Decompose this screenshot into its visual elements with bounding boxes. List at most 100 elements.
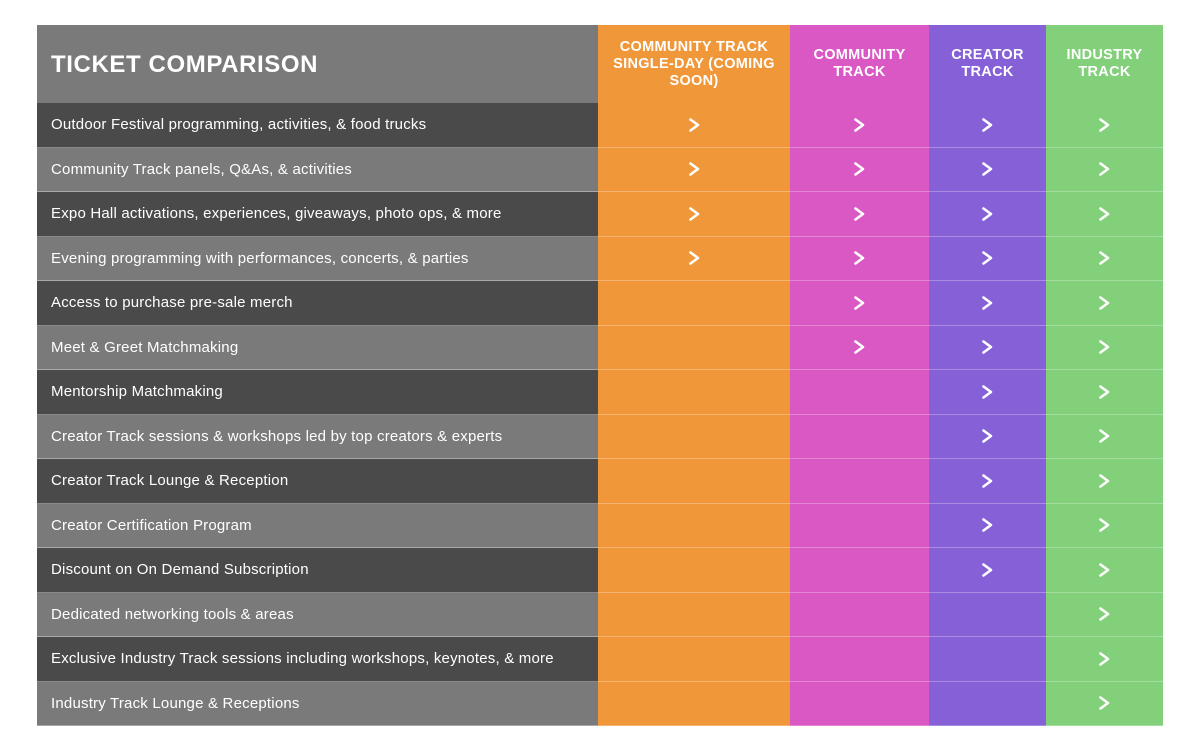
cell-industry-track: [1046, 192, 1163, 237]
chevron-right-icon: [854, 340, 865, 355]
chevron-right-icon: [688, 206, 699, 221]
cell-community-track: [790, 192, 929, 237]
chevron-right-icon: [982, 206, 993, 221]
chevron-right-icon: [1099, 206, 1110, 221]
cell-creator-track: [929, 548, 1046, 593]
feature-label: Discount on On Demand Subscription: [37, 548, 598, 593]
cell-industry-track: [1046, 325, 1163, 370]
cell-community-single-day: [598, 236, 790, 281]
column-header-community-track: COMMUNITY TRACK: [790, 25, 929, 103]
cell-community-single-day: [598, 681, 790, 726]
cell-community-single-day: [598, 503, 790, 548]
cell-industry-track: [1046, 414, 1163, 459]
chevron-right-icon: [1099, 562, 1110, 577]
cell-community-single-day: [598, 592, 790, 637]
chevron-right-icon: [854, 206, 865, 221]
chevron-right-icon: [1099, 117, 1110, 132]
chevron-right-icon: [1099, 340, 1110, 355]
cell-creator-track: [929, 459, 1046, 504]
cell-industry-track: [1046, 637, 1163, 682]
cell-community-track: [790, 236, 929, 281]
chevron-right-icon: [1099, 162, 1110, 177]
cell-community-track: [790, 681, 929, 726]
cell-community-single-day: [598, 192, 790, 237]
ticket-comparison-table: TICKET COMPARISON COMMUNITY TRACK SINGLE…: [37, 25, 1163, 726]
cell-creator-track: [929, 592, 1046, 637]
cell-creator-track: [929, 192, 1046, 237]
cell-creator-track: [929, 637, 1046, 682]
column-header-creator-track: CREATOR TRACK: [929, 25, 1046, 103]
cell-community-single-day: [598, 325, 790, 370]
chevron-right-icon: [1099, 295, 1110, 310]
cell-creator-track: [929, 147, 1046, 192]
cell-community-single-day: [598, 103, 790, 148]
chevron-right-icon: [982, 429, 993, 444]
cell-industry-track: [1046, 147, 1163, 192]
cell-community-single-day: [598, 370, 790, 415]
cell-creator-track: [929, 281, 1046, 326]
feature-label: Creator Track sessions & workshops led b…: [37, 414, 598, 459]
chevron-right-icon: [982, 518, 993, 533]
cell-industry-track: [1046, 281, 1163, 326]
chevron-right-icon: [982, 384, 993, 399]
cell-community-track: [790, 147, 929, 192]
cell-creator-track: [929, 370, 1046, 415]
feature-label: Creator Certification Program: [37, 503, 598, 548]
feature-label: Mentorship Matchmaking: [37, 370, 598, 415]
cell-community-track: [790, 548, 929, 593]
cell-community-track: [790, 503, 929, 548]
column-header-community-single-day: COMMUNITY TRACK SINGLE-DAY (COMING SOON): [598, 25, 790, 103]
chevron-right-icon: [854, 295, 865, 310]
cell-community-track: [790, 637, 929, 682]
chevron-right-icon: [982, 162, 993, 177]
chevron-right-icon: [982, 251, 993, 266]
cell-community-track: [790, 459, 929, 504]
cell-industry-track: [1046, 592, 1163, 637]
chevron-right-icon: [854, 162, 865, 177]
cell-industry-track: [1046, 503, 1163, 548]
cell-industry-track: [1046, 681, 1163, 726]
cell-industry-track: [1046, 370, 1163, 415]
table-title: TICKET COMPARISON: [37, 25, 598, 103]
chevron-right-icon: [982, 295, 993, 310]
chevron-right-icon: [982, 473, 993, 488]
chevron-right-icon: [688, 162, 699, 177]
cell-creator-track: [929, 681, 1046, 726]
chevron-right-icon: [1099, 607, 1110, 622]
chevron-right-icon: [1099, 473, 1110, 488]
chevron-right-icon: [1099, 696, 1110, 711]
feature-label: Expo Hall activations, experiences, give…: [37, 192, 598, 237]
chevron-right-icon: [1099, 651, 1110, 666]
feature-label: Evening programming with performances, c…: [37, 236, 598, 281]
chevron-right-icon: [688, 251, 699, 266]
feature-label: Exclusive Industry Track sessions includ…: [37, 637, 598, 682]
cell-community-track: [790, 281, 929, 326]
cell-community-single-day: [598, 281, 790, 326]
feature-label: Meet & Greet Matchmaking: [37, 325, 598, 370]
chevron-right-icon: [688, 117, 699, 132]
cell-community-single-day: [598, 459, 790, 504]
chevron-right-icon: [854, 251, 865, 266]
chevron-right-icon: [982, 117, 993, 132]
chevron-right-icon: [982, 340, 993, 355]
feature-label: Dedicated networking tools & areas: [37, 592, 598, 637]
feature-label: Outdoor Festival programming, activities…: [37, 103, 598, 148]
cell-community-track: [790, 592, 929, 637]
cell-industry-track: [1046, 459, 1163, 504]
cell-industry-track: [1046, 236, 1163, 281]
cell-community-single-day: [598, 147, 790, 192]
feature-label: Access to purchase pre-sale merch: [37, 281, 598, 326]
cell-community-track: [790, 325, 929, 370]
cell-community-track: [790, 414, 929, 459]
cell-industry-track: [1046, 548, 1163, 593]
cell-creator-track: [929, 503, 1046, 548]
chevron-right-icon: [854, 117, 865, 132]
chevron-right-icon: [1099, 518, 1110, 533]
cell-community-single-day: [598, 548, 790, 593]
chevron-right-icon: [1099, 384, 1110, 399]
feature-label: Industry Track Lounge & Receptions: [37, 681, 598, 726]
feature-label: Community Track panels, Q&As, & activiti…: [37, 147, 598, 192]
chevron-right-icon: [982, 562, 993, 577]
column-header-industry-track: INDUSTRY TRACK: [1046, 25, 1163, 103]
cell-community-track: [790, 103, 929, 148]
